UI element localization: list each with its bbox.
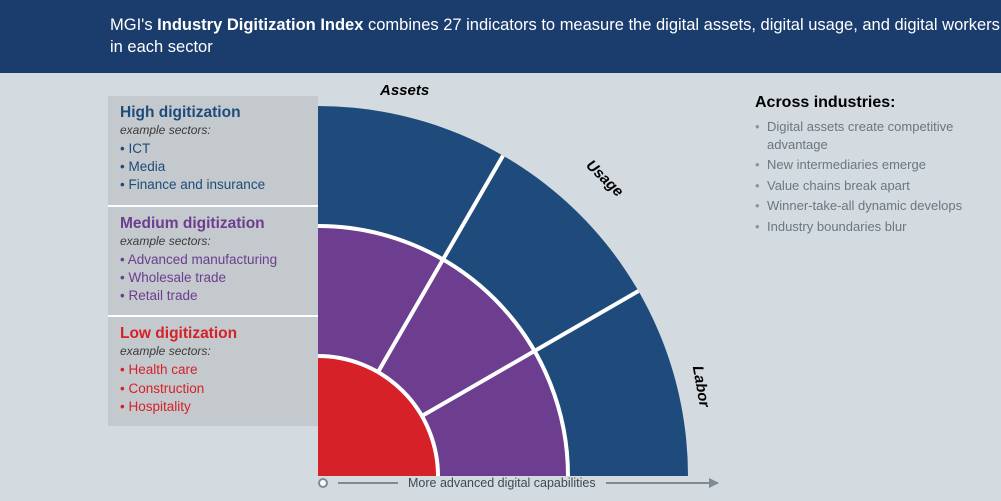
tier-subtitle: example sectors: <box>120 234 306 248</box>
across-item: Digital assets create competitive advant… <box>755 118 973 153</box>
quarter-circle-chart <box>318 96 698 476</box>
tier-title: High digitization <box>120 104 306 122</box>
across-item: Winner-take-all dynamic develops <box>755 197 973 215</box>
header-bold: Industry Digitization Index <box>157 16 363 34</box>
tier-block: Medium digitizationexample sectors: Advan… <box>108 205 318 316</box>
tier-item: Media <box>120 158 306 176</box>
across-heading: Across industries: <box>755 94 973 112</box>
tier-item: Retail trade <box>120 287 306 305</box>
axis-caption: More advanced digital capabilities <box>408 476 596 490</box>
tier-title: Low digitization <box>120 325 306 343</box>
axis-leader-line <box>338 482 398 484</box>
wedge-label-assets: Assets <box>380 82 429 99</box>
tier-subtitle: example sectors: <box>120 123 306 137</box>
tier-block: Low digitizationexample sectors: Health c… <box>108 315 318 426</box>
tier-block: High digitizationexample sectors: ICTMedi… <box>108 96 318 205</box>
tier-legend: High digitizationexample sectors:ICTMedi… <box>108 96 318 426</box>
axis-arrow <box>606 482 718 484</box>
across-industries-panel: Across industries: Digital assets create… <box>755 94 973 238</box>
header-prefix: MGI's <box>110 16 157 34</box>
tier-item: Advanced manufacturing <box>120 251 306 269</box>
tier-item-list: Advanced manufacturingWholesale tradeRet… <box>120 251 306 306</box>
across-item: New intermediaries emerge <box>755 156 973 174</box>
header-banner: MGI's Industry Digitization Index combin… <box>0 0 1001 73</box>
tier-item: Health care <box>120 361 306 379</box>
tier-item: Hospitality <box>120 398 306 416</box>
capability-axis: More advanced digital capabilities <box>318 476 718 490</box>
tier-item: ICT <box>120 140 306 158</box>
across-list: Digital assets create competitive advant… <box>755 118 973 235</box>
tier-subtitle: example sectors: <box>120 344 306 358</box>
content-area: High digitizationexample sectors:ICTMedi… <box>0 72 1001 501</box>
tier-item-list: ICTMediaFinance and insurance <box>120 140 306 195</box>
tier-item: Finance and insurance <box>120 176 306 194</box>
tier-item: Wholesale trade <box>120 269 306 287</box>
tier-item-list: Health careConstructionHospitality <box>120 361 306 416</box>
axis-origin-dot <box>318 478 328 488</box>
tier-item: Construction <box>120 380 306 398</box>
tier-title: Medium digitization <box>120 215 306 233</box>
across-item: Value chains break apart <box>755 177 973 195</box>
across-item: Industry boundaries blur <box>755 218 973 236</box>
